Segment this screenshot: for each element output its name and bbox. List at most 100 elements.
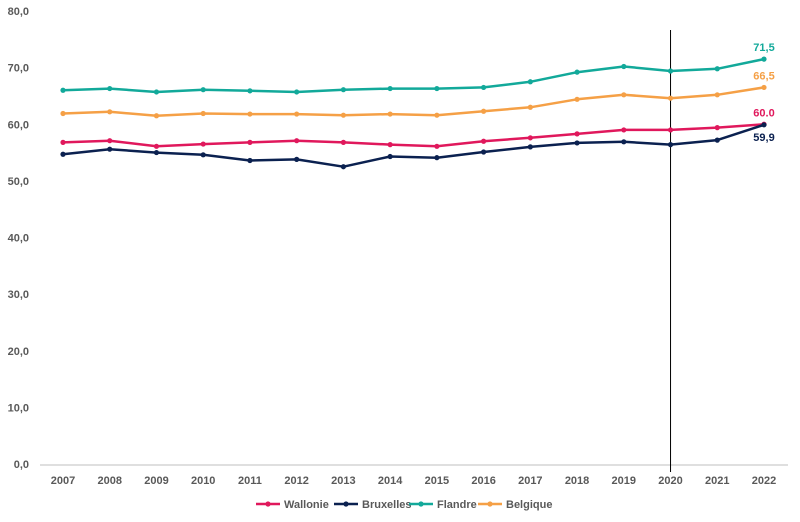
x-tick-label: 2007 [51,475,75,487]
legend-item-wallonie: Wallonie [256,499,329,511]
data-point-belgique [247,111,253,117]
y-tick-label: 80,0 [8,6,29,18]
legend: Wallonie Bruxelles Flandre Belgique [256,499,552,511]
data-point-bruxelles [153,149,160,156]
data-point-belgique [621,92,627,98]
data-point-wallonie [200,141,206,147]
data-point-wallonie [60,139,66,145]
legend-marker-flandre [418,501,424,507]
x-tick-label: 2021 [705,475,729,487]
data-point-bruxelles [200,152,206,158]
data-point-bruxelles [621,139,627,145]
data-point-wallonie [434,143,440,149]
data-point-belgique [294,111,300,117]
data-label-bruxelles: 59,9 [753,132,774,144]
data-point-wallonie [714,125,720,131]
data-point-flandre [434,85,440,92]
legend-label-belgique: Belgique [506,499,552,511]
series-wallonie [60,121,767,149]
data-point-bruxelles [60,151,66,157]
x-tick-label: 2019 [612,475,636,487]
data-point-flandre [527,79,533,85]
data-point-bruxelles [340,164,346,170]
data-point-flandre [60,87,66,93]
x-tick-label: 2014 [378,475,403,487]
series-line-wallonie [62,123,765,148]
x-tick-label: 2016 [471,475,495,487]
data-point-flandre [200,87,206,93]
x-tick-label: 2022 [752,475,776,487]
series-line-flandre [62,57,765,94]
data-point-bruxelles [107,146,113,152]
series-flandre [60,56,767,95]
series-bruxelles [60,122,767,170]
data-point-belgique [200,110,206,117]
data-point-bruxelles [294,156,300,162]
x-tick-label: 2015 [425,475,449,487]
y-tick-label: 60,0 [8,119,29,131]
data-label-belgique: 66,5 [753,70,774,82]
data-point-wallonie [667,127,674,133]
data-point-belgique [153,113,160,119]
data-point-flandre [247,88,253,94]
data-point-wallonie [387,142,393,148]
legend-label-wallonie: Wallonie [284,499,329,511]
data-point-flandre [667,68,674,74]
legend-item-flandre: Flandre [409,499,477,511]
series-line-belgique [62,86,765,118]
x-tick-label: 2018 [565,475,589,487]
x-axis-ticks: 2007 2008 2009 2010 2011 2012 2013 2014 2015 2016… [51,475,776,487]
y-axis-ticks: 0,0 10,0 20,0 30,0 40,0 50,0 60,0 70,0 80,0 [8,6,29,471]
y-tick-label: 70,0 [8,63,29,75]
y-tick-label: 20,0 [8,346,29,358]
data-point-flandre [294,89,300,95]
data-point-flandre [574,69,580,75]
data-point-wallonie [153,143,160,149]
x-tick-label: 2013 [331,475,355,487]
data-point-flandre [387,85,393,92]
y-tick-label: 10,0 [8,402,29,414]
data-label-wallonie: 60.0 [753,107,774,119]
data-point-flandre [340,87,346,93]
x-tick-label: 2020 [658,475,682,487]
data-point-flandre [621,63,627,70]
data-point-bruxelles [714,137,720,143]
data-point-wallonie [481,138,487,144]
y-tick-label: 0,0 [14,459,29,471]
data-point-wallonie [574,131,580,137]
y-tick-label: 50,0 [8,176,29,188]
data-label-flandre: 71,5 [753,42,774,54]
x-tick-label: 2008 [97,475,121,487]
data-point-wallonie [340,139,346,145]
data-point-belgique [60,110,66,117]
legend-label-bruxelles: Bruxelles [362,499,412,511]
data-point-wallonie [621,127,627,133]
data-point-belgique [481,108,487,114]
legend-label-flandre: Flandre [437,499,477,511]
y-tick-label: 30,0 [8,289,29,301]
data-point-flandre [107,85,113,92]
data-point-flandre [714,66,720,72]
x-tick-label: 2012 [284,475,308,487]
series-line-bruxelles [62,123,765,168]
data-point-flandre [481,84,487,91]
x-tick-label: 2010 [191,475,215,487]
x-tick-label: 2011 [238,475,262,487]
data-point-bruxelles [247,157,253,164]
data-point-bruxelles [387,153,393,160]
data-point-belgique [667,95,674,101]
y-tick-label: 40,0 [8,233,29,245]
legend-item-belgique: Belgique [478,499,552,511]
data-point-wallonie [107,138,113,144]
data-point-bruxelles [667,142,674,148]
data-point-bruxelles [574,140,580,146]
data-point-belgique [340,112,346,118]
data-point-flandre [761,56,767,62]
data-point-bruxelles [761,122,767,128]
data-point-wallonie [247,139,253,145]
data-point-belgique [714,92,720,98]
data-point-belgique [387,111,393,117]
data-point-belgique [761,84,767,91]
x-tick-label: 2017 [518,475,542,487]
